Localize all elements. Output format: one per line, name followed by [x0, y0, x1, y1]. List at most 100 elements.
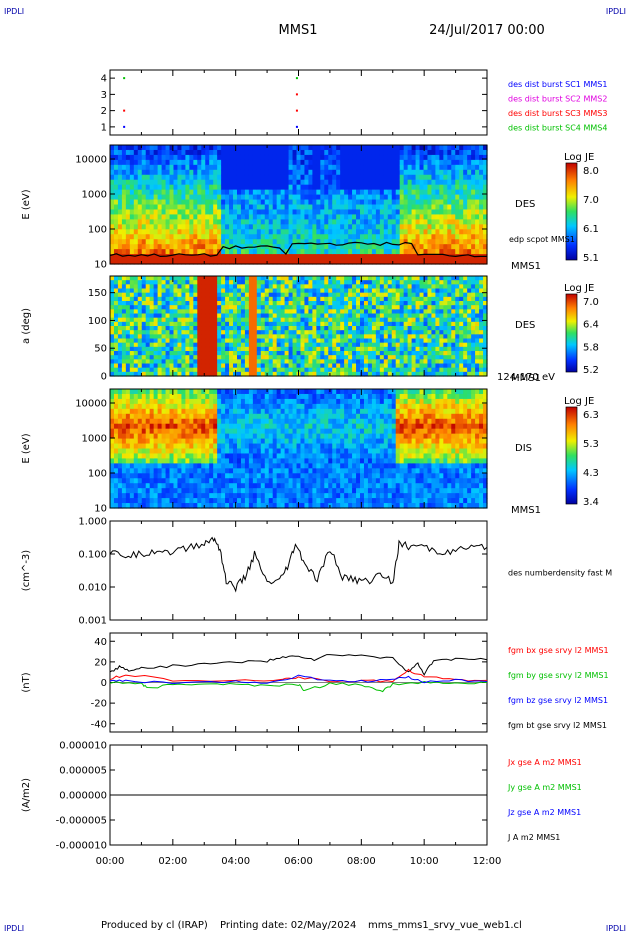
spectrogram-cell: [170, 229, 175, 235]
spectrogram-cell: [134, 284, 139, 289]
spectrogram-cell: [344, 314, 349, 319]
spectrogram-cell: [348, 339, 353, 344]
spectrogram-cell: [185, 318, 190, 323]
spectrogram-cell: [138, 473, 143, 479]
spectrogram-cell: [185, 368, 190, 373]
spectrogram-cell: [213, 185, 218, 191]
spectrogram-cell: [435, 234, 440, 240]
spectrogram-cell: [225, 165, 230, 171]
spectrogram-cell: [201, 284, 206, 289]
spectrogram-cell: [459, 239, 464, 245]
spectrogram-cell: [173, 185, 178, 191]
spectrogram-cell: [443, 224, 448, 230]
spectrogram-cell: [154, 359, 159, 364]
spectrogram-cell: [142, 293, 147, 298]
spectrogram-cell: [332, 339, 337, 344]
spectrogram-cell: [177, 289, 182, 294]
spectrogram-cell: [435, 305, 440, 310]
spectrogram-cell: [332, 195, 337, 201]
spectrogram-cell: [114, 195, 119, 201]
spectrogram-cell: [189, 229, 194, 235]
spectrogram-cell: [257, 205, 262, 211]
spectrogram-cell: [427, 280, 432, 285]
spectrogram-cell: [281, 297, 286, 302]
spectrogram-cell: [463, 209, 468, 215]
spectrogram-cell: [245, 297, 250, 302]
spectrogram-cell: [237, 165, 242, 171]
spectrogram-cell: [404, 351, 409, 356]
spectrogram-cell: [427, 224, 432, 230]
spectrogram-cell: [408, 244, 413, 250]
spectrogram-cell: [229, 314, 234, 319]
spectrogram-cell: [110, 155, 115, 161]
spectrogram-cell: [320, 343, 325, 348]
spectrogram-cell: [142, 399, 147, 405]
spectrogram-cell: [388, 301, 393, 306]
spectrogram-cell: [233, 289, 238, 294]
spectrogram-cell: [138, 493, 143, 499]
spectrogram-cell: [380, 330, 385, 335]
spectrogram-cell: [364, 293, 369, 298]
spectrogram-cell: [364, 351, 369, 356]
spectrogram-cell: [455, 364, 460, 369]
spectrogram-cell: [229, 219, 234, 225]
spectrogram-cell: [110, 314, 115, 319]
spectrogram-cell: [427, 195, 432, 201]
spectrogram-cell: [118, 368, 123, 373]
spectrogram-cell: [316, 160, 321, 166]
spectrogram-cell: [241, 205, 246, 211]
spectrogram-cell: [146, 394, 151, 400]
spectrogram-cell: [308, 209, 313, 215]
spectrogram-cell: [162, 175, 167, 181]
spectrogram-cell: [431, 160, 436, 166]
spectrogram-cell: [130, 305, 135, 310]
spectrogram-cell: [400, 314, 405, 319]
spectrogram-cell: [463, 185, 468, 191]
spectrogram-cell: [134, 175, 139, 181]
spectrogram-cell: [233, 339, 238, 344]
spectrogram-cell: [396, 209, 401, 215]
spectrogram-cell: [213, 309, 218, 314]
spectrogram-cell: [118, 190, 123, 196]
spectrogram-cell: [249, 305, 254, 310]
spectrogram-cell: [328, 339, 333, 344]
spectrogram-cell: [300, 368, 305, 373]
spectrogram-cell: [404, 209, 409, 215]
spectrogram-cell: [479, 185, 484, 191]
spectrogram-cell: [352, 318, 357, 323]
spectrogram-cell: [253, 326, 258, 331]
spectrogram-cell: [277, 239, 282, 245]
spectrogram-cell: [265, 180, 270, 186]
spectrogram-cell: [332, 219, 337, 225]
spectrogram-cell: [451, 339, 456, 344]
spectrogram-cell: [273, 355, 278, 360]
spectrogram-cell: [114, 185, 119, 191]
spectrogram-cell: [122, 339, 127, 344]
spectrogram-cell: [146, 224, 151, 230]
spectrogram-cell: [122, 439, 127, 445]
spectrogram-cell: [281, 322, 286, 327]
spectrogram-cell: [324, 165, 329, 171]
spectrogram-cell: [173, 175, 178, 181]
spectrogram-cell: [416, 309, 421, 314]
spectrogram-cell: [158, 284, 163, 289]
spectrogram-cell: [110, 394, 115, 400]
spectrogram-cell: [205, 351, 210, 356]
spectrogram-cell: [340, 284, 345, 289]
spectrogram-cell: [424, 244, 429, 250]
spectrogram-cell: [217, 289, 222, 294]
spectrogram-cell: [118, 249, 123, 255]
spectrogram-cell: [336, 249, 341, 255]
spectrogram-cell: [439, 224, 444, 230]
spectrogram-cell: [336, 301, 341, 306]
spectrogram-cell: [150, 305, 155, 310]
spectrogram-cell: [416, 234, 421, 240]
spectrogram-cell: [245, 284, 250, 289]
spectrogram-cell: [451, 280, 456, 285]
spectrogram-cell: [237, 359, 242, 364]
spectrogram-cell: [177, 368, 182, 373]
spectrogram-cell: [126, 234, 131, 240]
spectrogram-cell: [162, 229, 167, 235]
spectrogram-cell: [146, 145, 151, 151]
spectrogram-cell: [197, 155, 202, 161]
